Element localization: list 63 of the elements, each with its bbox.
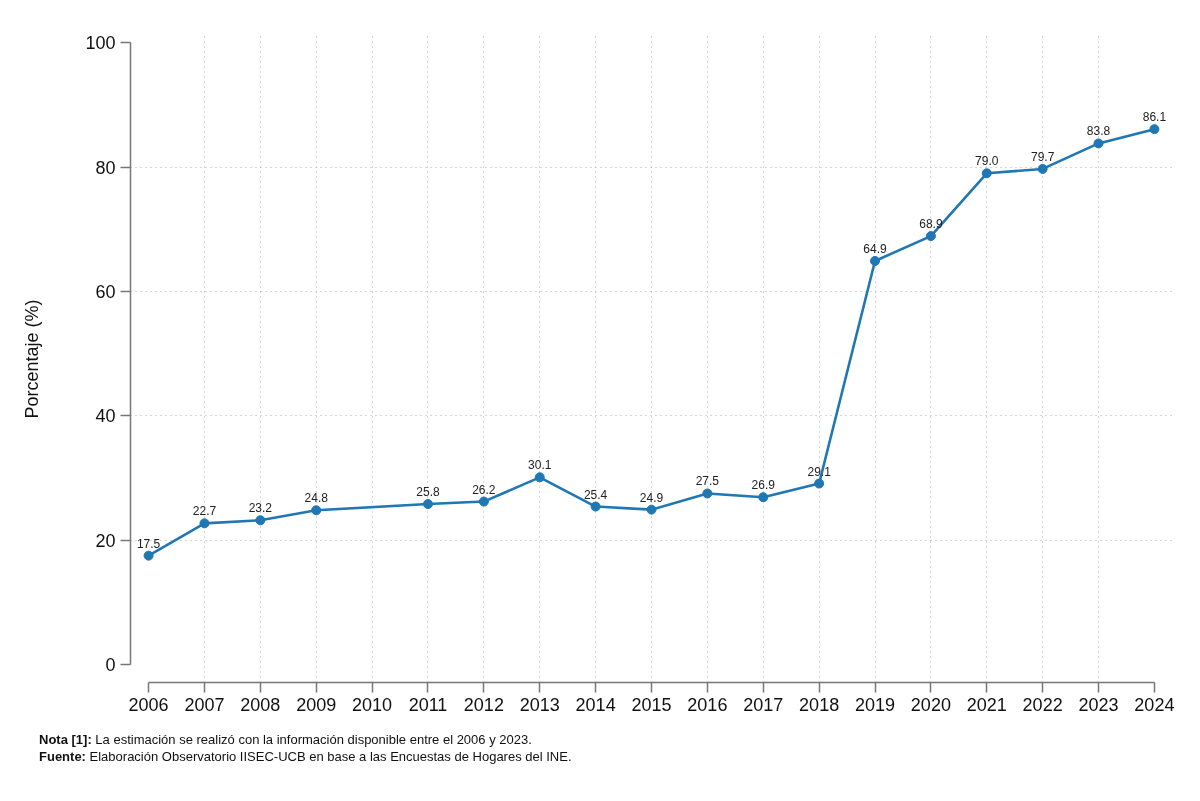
point (870, 255, 881, 266)
x-tick-label: 2014 (575, 694, 616, 715)
data-label: 26.9 (751, 478, 776, 493)
point (255, 515, 266, 526)
x-tick-label: 2010 (352, 694, 393, 715)
y-tick-label: 0 (105, 654, 116, 675)
x-tick-label: 2019 (854, 694, 896, 715)
point (1037, 163, 1048, 174)
point (422, 499, 433, 510)
x-tick-label: 2020 (910, 694, 951, 715)
x-tick-label: 2018 (799, 694, 840, 715)
data-label: 23.2 (248, 501, 273, 516)
point (199, 518, 210, 529)
point (702, 488, 713, 499)
x-tick-label: 2013 (519, 694, 560, 715)
data-label: 79.0 (975, 154, 999, 169)
data-label: 24.9 (639, 490, 664, 505)
x-tick-label: 2007 (184, 694, 225, 715)
data-label: 86.1 (1142, 110, 1167, 125)
data-label: 83.8 (1086, 124, 1111, 139)
x-tick-label: 2016 (687, 694, 728, 715)
y-tick-label: 60 (95, 281, 116, 302)
data-label: 25.8 (416, 485, 440, 500)
y-tick-label: 40 (95, 406, 116, 427)
point (1093, 138, 1104, 149)
point (981, 168, 992, 179)
data-label: 27.5 (695, 474, 720, 489)
point (1149, 124, 1160, 135)
point (758, 492, 769, 503)
x-tick-label: 2022 (1022, 694, 1063, 715)
point (534, 472, 545, 483)
point (143, 550, 154, 561)
text: Nota [1]: La estimación se realizó con la información disponible entre el 2006 y 2023. (39, 732, 533, 749)
y-axis-title: Porcentaje (%) (22, 299, 43, 419)
x-tick-label: 2024 (1134, 694, 1175, 715)
x-tick-label: 2015 (631, 694, 672, 715)
data-label: 24.8 (304, 491, 329, 506)
y-tick-label: 20 (95, 530, 116, 551)
y-tick-label: 100 (85, 33, 116, 54)
point (925, 231, 936, 242)
data-label: 22.7 (192, 504, 217, 519)
data-label: 68.9 (919, 217, 943, 232)
x-tick-label: 2009 (296, 694, 337, 715)
x-tick-label: 2006 (128, 694, 169, 715)
data-label: 26.2 (472, 482, 496, 497)
data-label: 25.4 (583, 487, 608, 502)
y-tick-label: 80 (95, 157, 116, 178)
x-tick-label: 2017 (743, 694, 784, 715)
x-tick-label: 2021 (966, 694, 1007, 715)
x-tick-label: 2023 (1078, 694, 1119, 715)
data-label: 17.5 (136, 536, 161, 551)
x-tick-label: 2008 (240, 694, 281, 715)
x-tick-label: 2012 (463, 694, 504, 715)
data-label: 30.1 (528, 458, 552, 473)
point (311, 505, 322, 516)
point (814, 478, 825, 489)
data-label: 79.7 (1030, 149, 1055, 164)
source-note: Fuente: Elaboración Observatorio IISEC-UCB en base a las Encuestas de Hogares del INE. (39, 748, 572, 766)
point (478, 496, 489, 507)
data-label: 64.9 (863, 241, 888, 256)
point (646, 504, 657, 515)
point (590, 501, 601, 512)
x-tick-label: 2011 (408, 694, 448, 715)
